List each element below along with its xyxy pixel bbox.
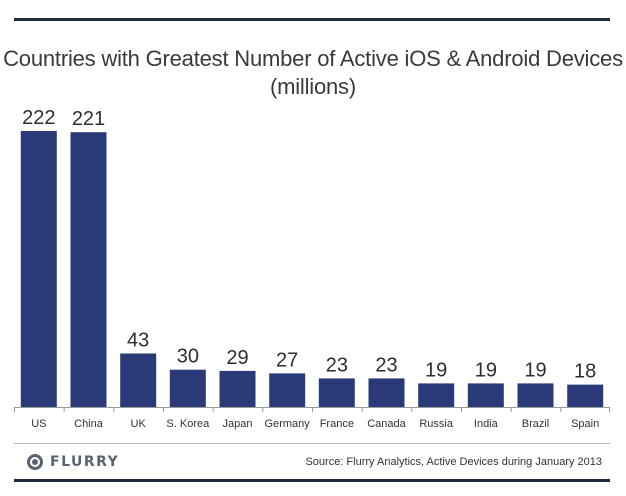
x-tick-label: Canada <box>367 418 406 430</box>
x-tick-label: UK <box>131 418 147 430</box>
bar-uk <box>120 353 157 407</box>
data-label: 19 <box>475 359 497 381</box>
x-tick-label: US <box>31 418 46 430</box>
x-tick-label: France <box>320 418 354 430</box>
data-label: 221 <box>72 108 105 130</box>
data-label: 23 <box>326 354 348 376</box>
bar-s-korea <box>169 369 206 407</box>
x-tick-label: China <box>74 418 104 430</box>
bar-canada <box>368 378 405 407</box>
data-label: 43 <box>127 330 149 352</box>
top-rule <box>14 18 610 21</box>
x-tick-label: India <box>474 418 499 430</box>
bottom-rule <box>14 479 610 482</box>
data-label: 27 <box>276 349 298 371</box>
logo-text: FLURRY <box>50 454 120 470</box>
data-label: 222 <box>22 107 55 129</box>
x-tick-label: Brazil <box>522 418 550 430</box>
footer-divider <box>14 443 610 444</box>
bar-germany <box>269 373 306 407</box>
bar-us <box>20 131 57 407</box>
bar-russia <box>418 383 455 407</box>
bar-brazil <box>517 383 554 407</box>
bar-france <box>318 378 355 407</box>
data-label: 23 <box>375 354 397 376</box>
bar-india <box>467 383 504 407</box>
source-note: Source: Flurry Analytics, Active Devices… <box>305 456 602 468</box>
flurry-logo-icon <box>27 454 43 470</box>
data-label: 29 <box>226 347 248 369</box>
chart-title: Countries with Greatest Number of Active… <box>3 46 623 71</box>
x-tick-label: Germany <box>265 418 311 430</box>
x-tick-label: Russia <box>419 418 454 430</box>
x-tick-label: Japan <box>223 418 253 430</box>
flurry-logo: FLURRY <box>26 453 119 471</box>
x-tick-label: S. Korea <box>166 418 210 430</box>
data-label: 19 <box>524 359 546 381</box>
bar-japan <box>219 370 256 407</box>
data-label: 19 <box>425 359 447 381</box>
bar-spain <box>567 384 604 407</box>
chart-subtitle: (millions) <box>269 74 356 99</box>
bar-china <box>70 132 107 407</box>
data-label: 18 <box>574 361 596 383</box>
bar-chart: 222 US 221 China 43 UK 30 S. Korea 29 Japan 27 Germ… <box>14 107 610 430</box>
x-tick-label: Spain <box>571 418 599 430</box>
data-label: 30 <box>177 346 199 368</box>
